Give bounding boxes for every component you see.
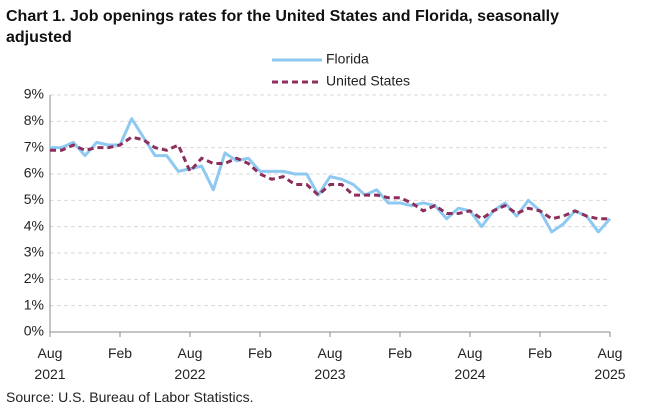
y-tick-label: 9% — [24, 86, 44, 102]
legend-label: Florida — [326, 51, 369, 67]
y-tick-label: 3% — [24, 244, 44, 260]
y-tick-label: 4% — [24, 217, 44, 233]
x-tick-label: Feb — [387, 345, 413, 361]
x-tick-label: Aug 2025 — [594, 345, 626, 382]
legend-label: United States — [326, 73, 410, 89]
y-tick-label: 1% — [24, 296, 44, 312]
chart-title: Chart 1. Job openings rates for the Unit… — [6, 8, 560, 46]
y-tick-label: 6% — [24, 165, 44, 181]
x-tick-label: Feb — [527, 345, 553, 361]
data-line — [50, 135, 610, 221]
x-tick-label: Aug 2021 — [34, 345, 66, 382]
y-tick-label: 8% — [24, 112, 44, 128]
source-note: Source: U.S. Bureau of Labor Statistics. — [6, 389, 254, 405]
x-tick-label: Feb — [107, 345, 133, 361]
y-tick-label: 0% — [24, 323, 44, 339]
y-tick-label: 7% — [24, 138, 44, 154]
x-tick-label: Aug 2023 — [314, 345, 346, 382]
x-tick-label: Aug 2024 — [454, 345, 486, 382]
y-tick-label: 5% — [24, 191, 44, 207]
x-tick-label: Aug 2022 — [174, 345, 206, 382]
x-tick-label: Feb — [247, 345, 273, 361]
data-line — [50, 117, 612, 234]
y-tick-label: 2% — [24, 270, 44, 286]
